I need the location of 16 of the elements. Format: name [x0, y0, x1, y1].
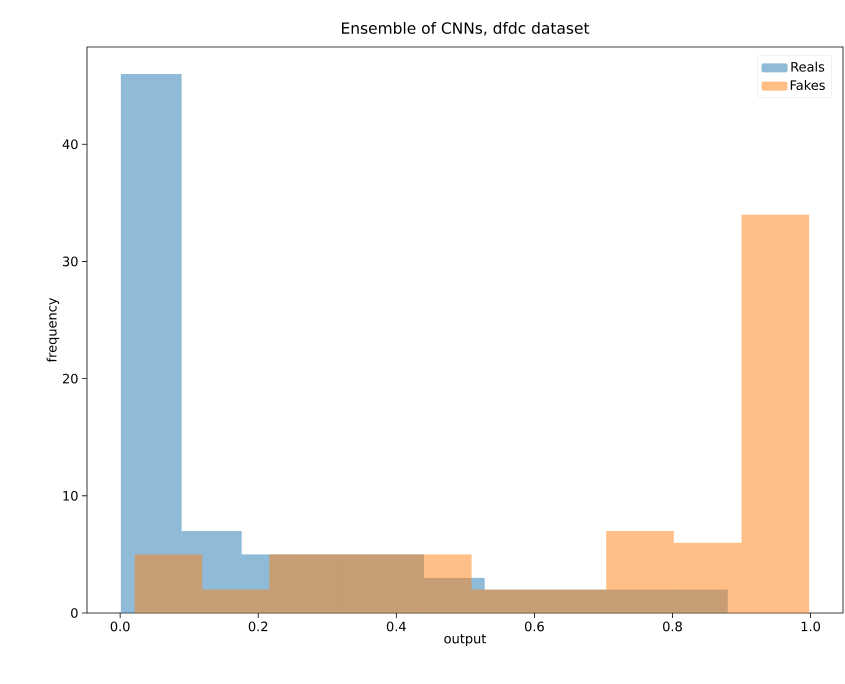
y-tick-label: 0 [71, 608, 78, 618]
x-axis-title: output [444, 634, 486, 646]
x-tick-label: 1.0 [802, 622, 820, 632]
legend-label: Fakes [790, 80, 825, 90]
x-tick-label: 0.4 [386, 622, 406, 632]
y-axis-title: frequency [46, 298, 60, 362]
chart-title: Ensemble of CNNs, dfdc dataset [342, 22, 590, 36]
y-tick-label: 40 [62, 139, 78, 150]
x-tick-label: 0.6 [524, 622, 544, 632]
x-tick-label: 0.2 [248, 622, 268, 632]
y-tick-label: 10 [63, 490, 78, 501]
y-tick-label: 20 [62, 374, 78, 384]
x-tick-label: 0.8 [663, 622, 682, 632]
legend-label: Reals [791, 62, 824, 72]
x-tick-label: 0.0 [110, 622, 130, 632]
y-tick-label: 30 [62, 256, 78, 266]
